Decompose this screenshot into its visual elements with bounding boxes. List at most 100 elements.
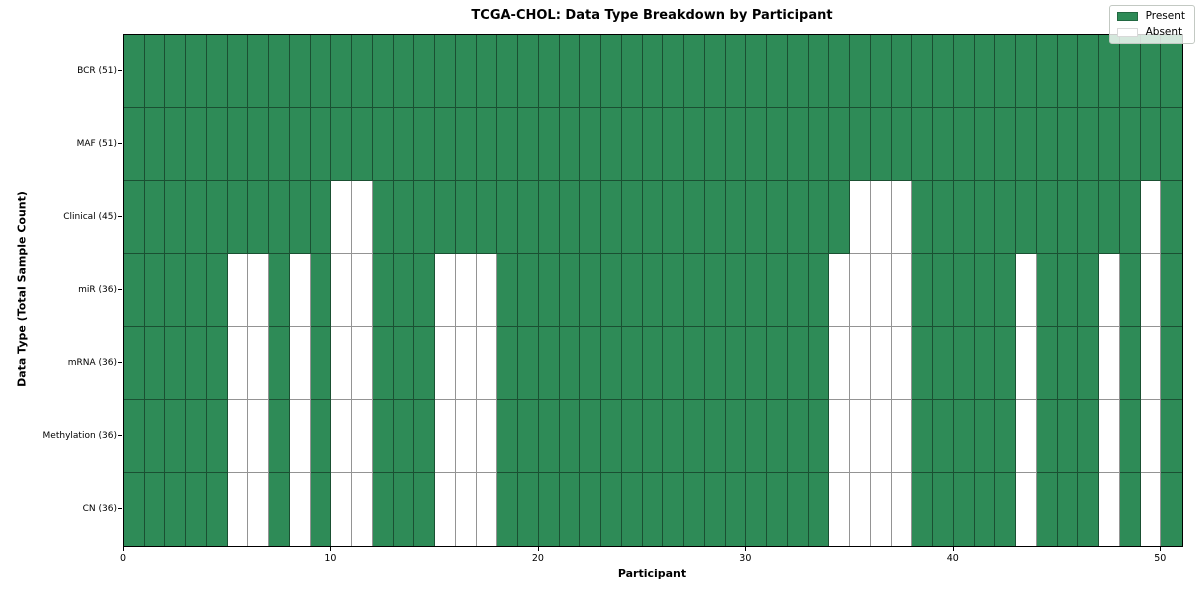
heatmap-cell (1057, 181, 1079, 254)
legend-swatch (1116, 28, 1138, 37)
heatmap-cell (538, 35, 560, 108)
y-tick-label: Clinical (45) (63, 211, 117, 222)
heatmap-cell (580, 327, 602, 400)
heatmap-cell (870, 35, 892, 108)
heatmap-cell (746, 35, 768, 108)
heatmap-cell (414, 181, 436, 254)
heatmap-cell (186, 473, 207, 546)
heatmap-cell (1140, 181, 1162, 254)
heatmap-cell (144, 35, 166, 108)
heatmap-cell (725, 473, 747, 546)
heatmap-cell (787, 108, 809, 181)
heatmap-cell (829, 327, 851, 400)
heatmap-cell (1099, 254, 1120, 327)
heatmap-cell (912, 108, 934, 181)
heatmap-cell (435, 108, 456, 181)
heatmap-cell (808, 473, 830, 546)
y-tick-label: CN (36) (82, 503, 117, 514)
heatmap-cell (870, 108, 892, 181)
x-tick-mark (1160, 547, 1162, 551)
heatmap-cell (331, 327, 353, 400)
x-axis-label: Participant (617, 567, 687, 580)
heatmap-cell (870, 327, 892, 400)
heatmap-cell (455, 181, 477, 254)
heatmap-cell (372, 254, 394, 327)
heatmap-cell (414, 473, 436, 546)
heatmap-cell (933, 400, 954, 473)
heatmap-cell (538, 327, 560, 400)
heatmap-cell (124, 400, 145, 473)
heatmap-cell (912, 327, 934, 400)
heatmap-cell (601, 400, 622, 473)
heatmap-cell (393, 254, 415, 327)
heatmap-cell (269, 254, 290, 327)
heatmap-cell (642, 473, 664, 546)
heatmap-cell (684, 254, 705, 327)
x-tick-mark (330, 547, 332, 551)
heatmap-cell (227, 473, 249, 546)
heatmap-cell (725, 254, 747, 327)
heatmap-cell (891, 108, 913, 181)
heatmap-cell (580, 473, 602, 546)
heatmap-cell (497, 181, 519, 254)
heatmap-cell (1036, 35, 1058, 108)
y-tick-mark (118, 143, 122, 144)
heatmap-cell (269, 473, 290, 546)
heatmap-cell (808, 327, 830, 400)
heatmap-cell (289, 181, 311, 254)
heatmap-cell (767, 181, 788, 254)
heatmap-cell (165, 327, 187, 400)
heatmap-cell (621, 327, 643, 400)
heatmap-cell (559, 108, 581, 181)
heatmap-cell (974, 108, 996, 181)
heatmap-cell (684, 181, 705, 254)
heatmap-cell (870, 400, 892, 473)
heatmap-cell (186, 254, 207, 327)
heatmap-cell (704, 35, 726, 108)
heatmap-cell (518, 473, 539, 546)
heatmap-cell (455, 400, 477, 473)
heatmap-cell (435, 35, 456, 108)
heatmap-cell (269, 108, 290, 181)
heatmap-cell (1057, 108, 1079, 181)
heatmap-cell (1057, 327, 1079, 400)
heatmap-cell (352, 181, 373, 254)
heatmap-cell (310, 400, 332, 473)
heatmap-cell (497, 400, 519, 473)
heatmap-cell (580, 35, 602, 108)
heatmap-cell (891, 181, 913, 254)
heatmap-cell (476, 327, 498, 400)
heatmap-cell (767, 327, 788, 400)
heatmap-cell (1119, 35, 1141, 108)
heatmap-cell (372, 473, 394, 546)
heatmap-cell (1016, 400, 1037, 473)
heatmap-cell (414, 254, 436, 327)
heatmap-cell (704, 327, 726, 400)
heatmap-cell (1057, 254, 1079, 327)
heatmap-cell (186, 108, 207, 181)
heatmap-cell (352, 108, 373, 181)
heatmap-cell (124, 327, 145, 400)
heatmap-cell (663, 181, 685, 254)
heatmap-cell (414, 108, 436, 181)
x-tick-mark (123, 547, 124, 551)
heatmap-cell (206, 400, 228, 473)
heatmap-cell (497, 254, 519, 327)
heatmap-cell (1119, 400, 1141, 473)
heatmap-cell (289, 108, 311, 181)
heatmap-cell (808, 254, 830, 327)
heatmap-cell (1099, 473, 1120, 546)
heatmap-cell (580, 181, 602, 254)
heatmap-cell (435, 473, 456, 546)
heatmap-cell (372, 181, 394, 254)
heatmap-cell (601, 473, 622, 546)
x-tick-label: 0 (119, 553, 127, 564)
heatmap-cell (393, 327, 415, 400)
heatmap-cell (310, 473, 332, 546)
heatmap-cell (310, 254, 332, 327)
heatmap-cell (559, 400, 581, 473)
heatmap-cell (1016, 108, 1037, 181)
heatmap-cell (621, 181, 643, 254)
heatmap-cell (124, 254, 145, 327)
heatmap-cell (829, 108, 851, 181)
